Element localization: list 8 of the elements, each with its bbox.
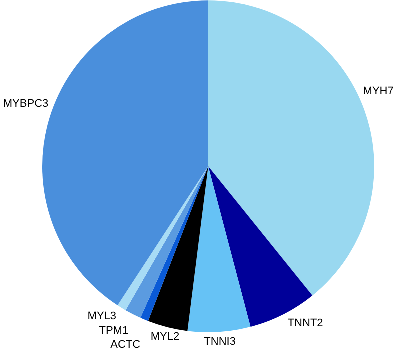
slice-label: MYBPC3: [3, 98, 49, 110]
slice-label: TPM1: [99, 324, 129, 337]
slice-label: MYH7: [363, 86, 394, 98]
slice-label: MYL3: [88, 310, 117, 323]
slice-label: MYL2: [150, 331, 180, 344]
slice-label: TNNI3: [204, 336, 236, 348]
slice-label: ACTC: [110, 338, 141, 351]
slice-label: TNNT2: [288, 318, 324, 330]
